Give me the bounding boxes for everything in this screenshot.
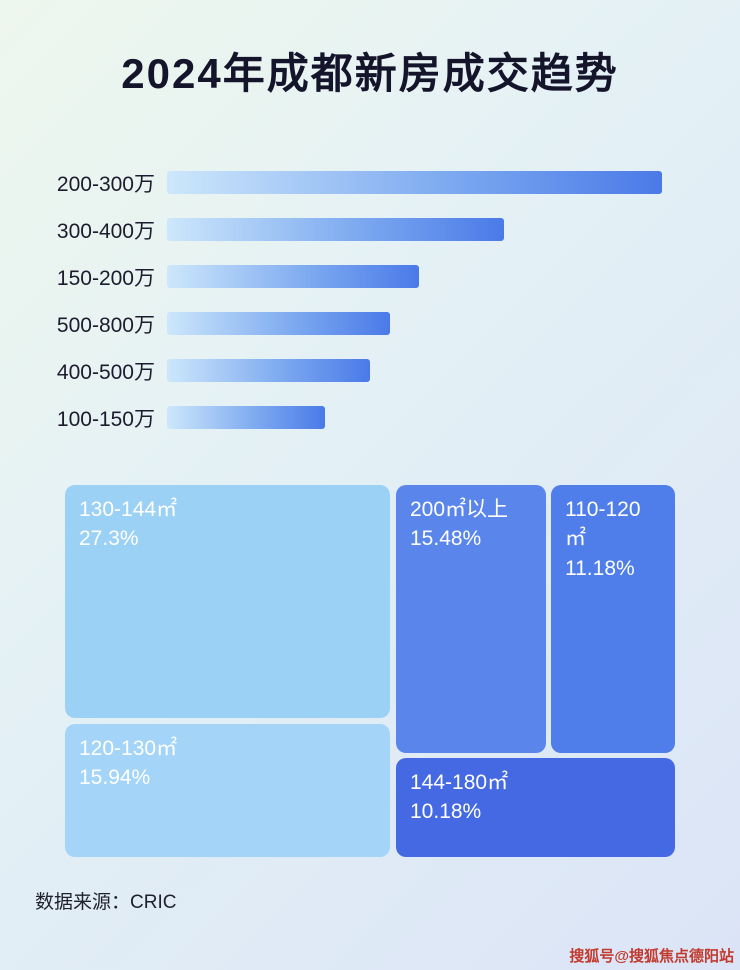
bar xyxy=(167,171,662,194)
treemap-box-label: 200㎡以上 xyxy=(410,498,509,521)
bar-label: 150-200万 xyxy=(56,266,155,290)
bar xyxy=(167,312,390,335)
bar-row: 500-800万 xyxy=(35,312,662,337)
treemap-box-value: 15.94% xyxy=(79,766,151,790)
treemap-box: 144-180㎡ 10.18% xyxy=(396,758,675,857)
bar-track xyxy=(167,359,662,382)
bar-row: 150-200万 xyxy=(35,265,662,290)
bar-row: 100-150万 xyxy=(35,406,662,431)
bar-label: 500-800万 xyxy=(56,313,155,337)
bar-track xyxy=(167,406,662,429)
bar-track xyxy=(167,265,662,288)
treemap-box-label: 120-130㎡ xyxy=(79,737,178,760)
bar-row: 200-300万 xyxy=(35,171,662,196)
treemap-box-value: 11.18% xyxy=(565,556,635,580)
treemap-box: 200㎡以上 15.48% xyxy=(396,485,546,753)
bar-label: 400-500万 xyxy=(56,360,155,384)
treemap-box-label: 144-180㎡ xyxy=(410,771,509,794)
data-source-label: 数据来源：CRIC xyxy=(35,892,177,913)
treemap-box-label: 130-144㎡ xyxy=(79,498,178,521)
bar xyxy=(167,218,504,241)
price-range-bar-chart: 200-300万 300-400万 150-200万 500-800万 400-… xyxy=(0,171,740,431)
treemap-box-value: 27.3% xyxy=(79,527,139,551)
bar-row: 300-400万 xyxy=(35,218,662,243)
bar-label: 300-400万 xyxy=(56,219,155,243)
bar xyxy=(167,406,326,429)
bar-label: 100-150万 xyxy=(56,407,155,431)
treemap-box-value: 10.18% xyxy=(410,800,482,824)
bar xyxy=(167,265,420,288)
treemap-box: 130-144㎡ 27.3% xyxy=(65,485,390,718)
bar-label: 200-300万 xyxy=(56,172,155,196)
treemap-box-label: 110-120㎡ xyxy=(565,498,641,551)
page-title: 2024年成都新房成交趋势 xyxy=(121,50,619,97)
infographic-page: 2024年成都新房成交趋势 200-300万 300-400万 150-200万… xyxy=(0,50,740,965)
area-range-treemap: 130-144㎡ 27.3% 120-130㎡ 15.94% 200㎡以上 15… xyxy=(65,485,675,857)
treemap-box: 120-130㎡ 15.94% xyxy=(65,724,390,857)
bar-row: 400-500万 xyxy=(35,359,662,384)
bar-track xyxy=(167,218,662,241)
bar-track xyxy=(167,171,662,194)
bar xyxy=(167,359,370,382)
bar-track xyxy=(167,312,662,335)
treemap-box: 110-120㎡ 11.18% xyxy=(551,485,675,753)
treemap-box-value: 15.48% xyxy=(410,527,482,551)
watermark: 搜狐号@搜狐焦点德阳站 xyxy=(569,948,734,965)
